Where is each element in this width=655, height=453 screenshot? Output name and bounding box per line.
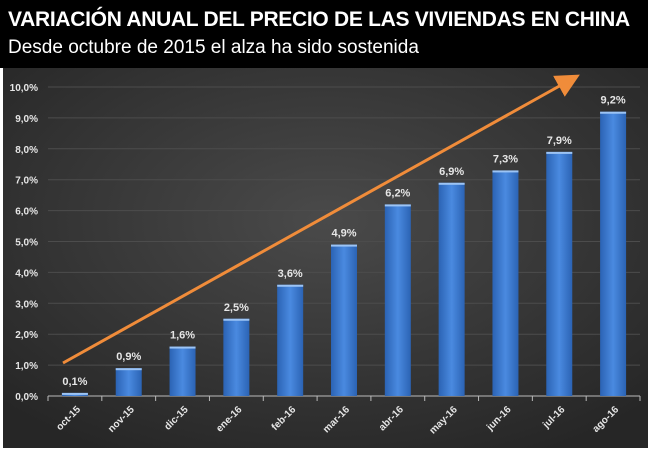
bar-highlight	[492, 170, 519, 173]
plot-background	[3, 68, 648, 448]
data-label: 6,9%	[439, 166, 464, 178]
bar-jul-16	[546, 151, 573, 396]
y-tick-label: 5,0%	[15, 238, 38, 249]
bar-may-16	[438, 182, 465, 396]
bar-ago-16	[600, 111, 627, 396]
bar-highlight	[61, 392, 88, 395]
bar-highlight	[277, 284, 304, 287]
bar-jun-16	[492, 170, 519, 396]
data-label: 4,9%	[331, 228, 356, 240]
y-tick-label: 2,0%	[15, 330, 38, 341]
data-label: 2,5%	[224, 302, 249, 314]
bar-highlight	[331, 244, 357, 247]
bar-feb-16	[277, 284, 304, 396]
data-label: 7,9%	[547, 135, 572, 147]
bar-highlight	[115, 368, 142, 371]
bar-mar-16	[331, 244, 357, 396]
data-label: 1,6%	[170, 330, 195, 342]
y-tick-label: 10,0%	[10, 83, 38, 94]
bar-highlight	[169, 346, 196, 349]
bar-highlight	[223, 318, 250, 321]
trend-arrow	[62, 74, 580, 365]
chart-subtitle: Desde octubre de 2015 el alza ha sido so…	[8, 37, 419, 58]
chart-title: VARIACIÓN ANUAL DEL PRECIO DE LAS VIVIEN…	[8, 8, 630, 31]
bar-nov-15	[115, 368, 142, 396]
data-label: 0,9%	[116, 351, 141, 363]
bar-dic-15	[169, 346, 196, 396]
chart-header: VARIACIÓN ANUAL DEL PRECIO DE LAS VIVIEN…	[0, 0, 648, 68]
y-tick-label: 9,0%	[15, 114, 38, 125]
data-label: 9,2%	[601, 95, 626, 107]
y-tick-label: 3,0%	[15, 299, 38, 310]
y-tick-label: 6,0%	[15, 207, 38, 218]
data-label: 0,1%	[62, 376, 87, 388]
bar-highlight	[600, 111, 627, 114]
y-tick-label: 8,0%	[15, 145, 38, 156]
y-tick-label: 4,0%	[15, 268, 38, 279]
bar-abr-16	[384, 204, 411, 396]
bar-highlight	[438, 182, 465, 185]
y-tick-label: 0,0%	[15, 392, 38, 403]
data-label: 6,2%	[385, 187, 410, 199]
bar-highlight	[546, 151, 573, 154]
y-tick-label: 1,0%	[15, 361, 38, 372]
data-label: 3,6%	[278, 268, 303, 280]
data-label: 7,3%	[493, 153, 518, 165]
bar-ene-16	[223, 318, 250, 396]
y-tick-label: 7,0%	[15, 176, 38, 187]
bar-highlight	[384, 204, 411, 207]
